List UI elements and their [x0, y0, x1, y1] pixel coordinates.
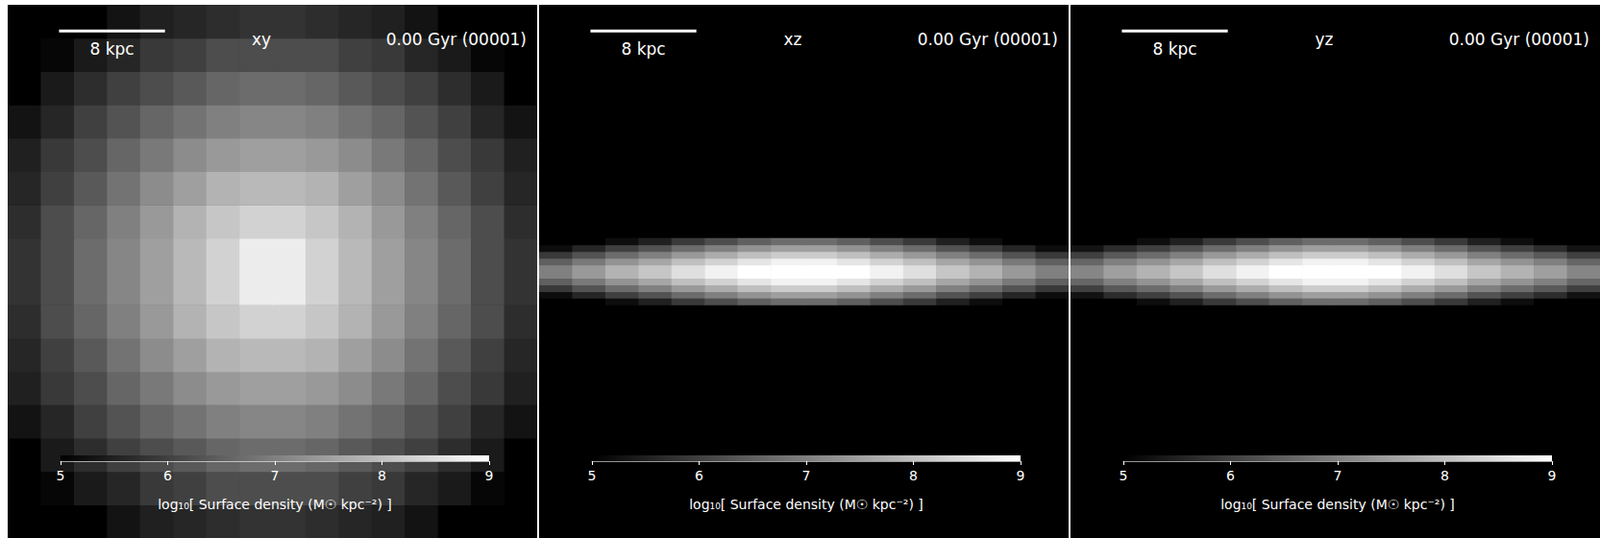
- svg-text:0.00 Gyr (00001): 0.00 Gyr (00001): [386, 29, 527, 50]
- svg-text:8 kpc: 8 kpc: [89, 39, 134, 59]
- svg-text:7: 7: [1333, 467, 1343, 484]
- svg-text:8: 8: [1440, 467, 1450, 484]
- svg-text:6: 6: [694, 467, 704, 484]
- svg-text:log₁₀[ Surface density (M☉ kpc: log₁₀[ Surface density (M☉ kpc⁻²) ]: [1220, 496, 1455, 513]
- svg-text:xy: xy: [251, 29, 271, 50]
- svg-text:9: 9: [1016, 467, 1026, 484]
- svg-text:9: 9: [485, 467, 494, 484]
- svg-text:yz: yz: [1315, 29, 1334, 50]
- svg-text:6: 6: [1226, 467, 1235, 484]
- svg-text:xz: xz: [784, 29, 803, 50]
- svg-text:9: 9: [1548, 467, 1557, 484]
- svg-text:log₁₀[ Surface density (M☉ kpc: log₁₀[ Surface density (M☉ kpc⁻²) ]: [157, 496, 393, 513]
- svg-text:8: 8: [909, 467, 918, 484]
- svg-text:5: 5: [56, 467, 66, 484]
- svg-text:8 kpc: 8 kpc: [620, 39, 665, 59]
- svg-text:0.00 Gyr (00001): 0.00 Gyr (00001): [917, 29, 1059, 50]
- svg-text:7: 7: [270, 467, 280, 484]
- svg-text:7: 7: [802, 467, 812, 484]
- svg-text:0.00 Gyr (00001): 0.00 Gyr (00001): [1449, 29, 1590, 50]
- svg-text:8: 8: [377, 467, 387, 484]
- svg-text:8 kpc: 8 kpc: [1152, 39, 1197, 59]
- svg-text:5: 5: [588, 467, 597, 484]
- svg-text:6: 6: [163, 467, 173, 484]
- svg-text:log₁₀[ Surface density (M☉ kpc: log₁₀[ Surface density (M☉ kpc⁻²) ]: [689, 496, 924, 513]
- svg-text:5: 5: [1119, 467, 1129, 484]
